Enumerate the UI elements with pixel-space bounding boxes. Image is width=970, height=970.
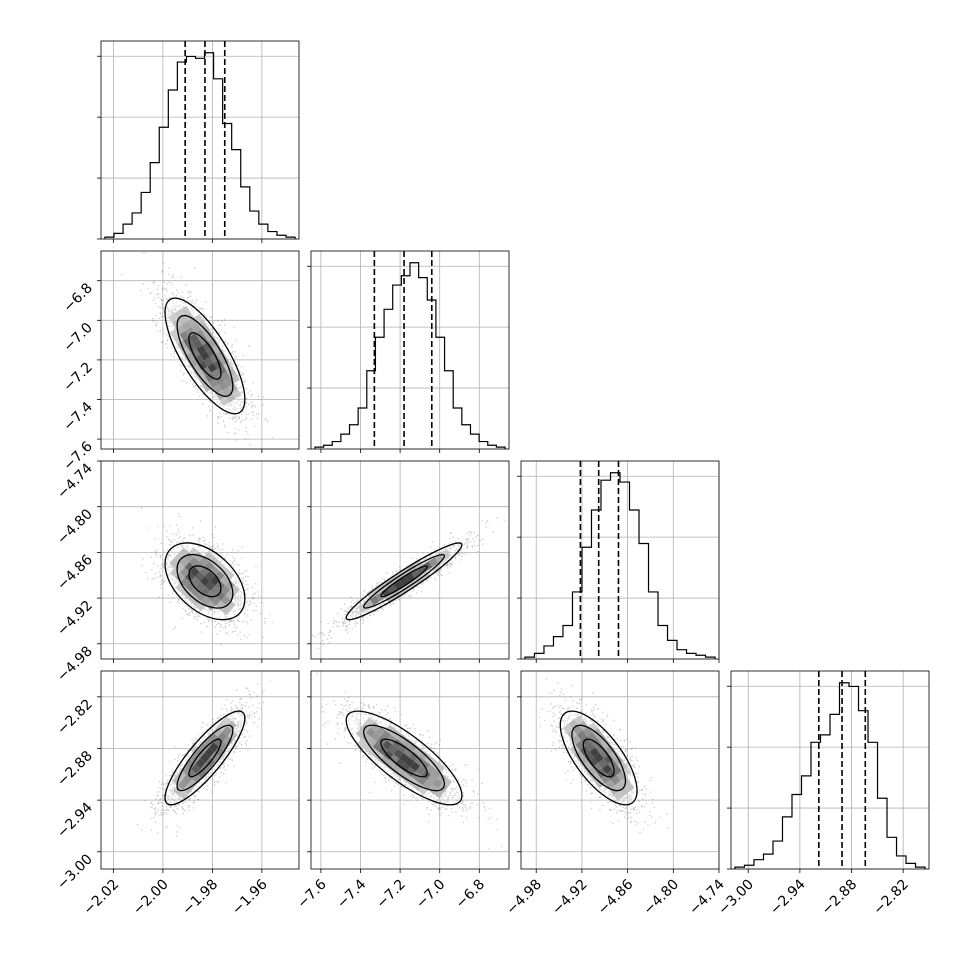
scatter-1-2-contour-2: [380, 565, 428, 598]
hist-1-steps: [314, 262, 506, 449]
scatter-2-3-frame: [520, 670, 720, 870]
scatter-2-3-contour-2: [582, 738, 615, 778]
xtick-label-3-3: −2.82: [870, 877, 912, 919]
scatter-0-2-frame: [100, 460, 300, 660]
hist-panel-1: [310, 250, 510, 450]
scatter-1-2-contour-0: [345, 542, 463, 621]
scatter-0-3-contour-1: [176, 724, 234, 792]
scatter-0-1-contour-0: [164, 297, 246, 415]
scatter-0-1-contour-2: [188, 332, 222, 380]
scatter-panel-0-3: [100, 670, 300, 870]
scatter-1-3-contour-1: [363, 724, 446, 792]
hist-2-frame: [520, 460, 720, 660]
xtick-label-0-1: −2.00: [130, 877, 172, 919]
xtick-label-0-0: −2.02: [81, 877, 123, 919]
scatter-panel-1-3: [310, 670, 510, 870]
xtick-label-2-3: −4.80: [640, 877, 682, 919]
ytick-label-2-3: −4.80: [54, 506, 96, 548]
scatter-panel-0-2: [100, 460, 300, 660]
ytick-label-1-1: −7.4: [60, 399, 95, 434]
ytick-label-1-3: −7.0: [60, 320, 95, 355]
hist-3-steps: [734, 682, 926, 869]
scatter-1-2-contour-1: [363, 553, 446, 609]
xtick-label-3-2: −2.88: [819, 877, 861, 919]
xtick-label-1-4: −6.8: [453, 877, 488, 912]
scatter-panel-0-1: [100, 250, 300, 450]
ytick-label-2-1: −4.92: [54, 598, 96, 640]
scatter-0-2-contour-0: [164, 542, 246, 621]
scatter-0-3-frame: [100, 670, 300, 870]
ytick-label-3-1: −2.94: [54, 800, 96, 842]
hist-1-frame: [310, 250, 510, 450]
scatter-1-3-frame: [310, 670, 510, 870]
hist-0-steps: [104, 52, 296, 239]
scatter-0-1-frame: [100, 250, 300, 450]
scatter-2-3-contour-0: [559, 710, 638, 806]
scatter-1-3-contour-0: [345, 710, 463, 806]
scatter-panel-1-2: [310, 460, 510, 660]
ytick-label-3-3: −2.82: [54, 696, 96, 738]
hist-3-frame: [730, 670, 930, 870]
ytick-label-2-2: −4.86: [54, 552, 96, 594]
xtick-label-0-2: −1.98: [180, 877, 222, 919]
xtick-label-1-3: −7.0: [413, 877, 448, 912]
scatter-0-2-contour-2: [188, 565, 222, 598]
scatter-0-1-density: [168, 305, 242, 407]
scatter-0-2-density: [169, 547, 240, 616]
scatter-0-3-contour-2: [188, 738, 222, 778]
ytick-label-3-0: −3.00: [54, 851, 96, 893]
scatter-panel-2-3: [520, 670, 720, 870]
hist-0-frame: [100, 40, 300, 240]
ytick-label-3-2: −2.88: [54, 748, 96, 790]
xtick-label-1-1: −7.4: [334, 876, 369, 911]
ytick-label-2-0: −4.98: [54, 643, 96, 685]
xtick-label-2-2: −4.86: [595, 876, 637, 918]
hist-panel-2: [520, 460, 720, 660]
xtick-label-1-2: −7.2: [374, 877, 409, 912]
xtick-label-0-3: −1.96: [229, 876, 271, 918]
scatter-1-3-contour-2: [380, 738, 428, 778]
xtick-label-2-0: −4.98: [503, 877, 545, 919]
scatter-2-3-contour-1: [571, 724, 627, 792]
hist-2-steps: [524, 472, 716, 659]
xtick-label-1-0: −7.6: [294, 876, 329, 911]
scatter-0-2-contour-1: [176, 553, 234, 609]
hist-panel-3: [730, 670, 930, 870]
hist-panel-0: [100, 40, 300, 240]
scatter-1-2-frame: [310, 460, 510, 660]
xtick-label-2-1: −4.92: [549, 877, 591, 919]
scatter-0-1-contour-1: [176, 314, 234, 397]
ytick-label-1-2: −7.2: [60, 359, 95, 394]
xtick-label-3-1: −2.94: [767, 876, 809, 918]
scatter-0-3-contour-0: [164, 710, 246, 806]
ytick-label-1-4: −6.8: [60, 280, 95, 315]
